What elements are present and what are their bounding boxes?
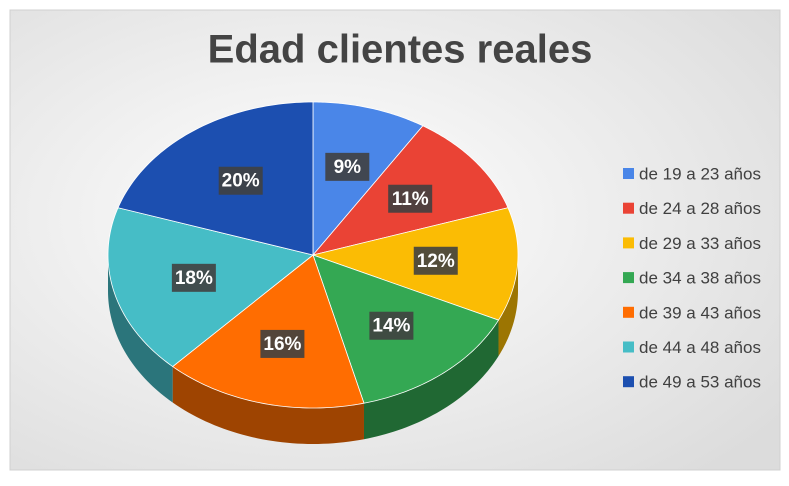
legend-label: de 39 a 43 años <box>639 303 761 322</box>
data-label: 18% <box>175 268 213 289</box>
legend-label: de 49 a 53 años <box>639 373 761 392</box>
data-label-box <box>388 184 433 213</box>
data-label-box <box>171 263 216 292</box>
slice-side <box>363 320 499 440</box>
legend-swatch <box>623 376 634 388</box>
data-label-box <box>260 329 305 358</box>
legend-label: de 19 a 23 años <box>639 164 761 183</box>
legend-swatch <box>623 341 634 353</box>
legend-label: de 44 a 48 años <box>639 338 761 357</box>
legend-swatch <box>623 202 634 214</box>
data-label: 16% <box>263 334 301 355</box>
legend-swatch <box>623 237 634 249</box>
chart-title: Edad clientes reales <box>208 28 593 72</box>
slice-side <box>172 366 364 444</box>
data-label: 14% <box>372 316 410 337</box>
data-label-box <box>325 152 370 181</box>
data-label: 20% <box>222 171 260 192</box>
legend-swatch <box>623 168 634 179</box>
data-label: 12% <box>417 251 455 272</box>
slice-side <box>108 255 173 403</box>
legend-label: de 34 a 38 años <box>639 269 761 288</box>
legend-swatch <box>623 272 634 284</box>
legend-label: de 29 a 33 años <box>639 234 761 253</box>
legend-label: de 24 a 28 años <box>639 199 761 218</box>
slice <box>117 101 314 256</box>
data-label-box <box>413 246 458 275</box>
slice-side <box>498 255 518 357</box>
data-label: 11% <box>392 189 429 210</box>
data-label: 9% <box>334 157 362 178</box>
legend-swatch <box>623 306 634 318</box>
data-label-box <box>369 311 414 340</box>
data-label-box <box>218 166 263 195</box>
